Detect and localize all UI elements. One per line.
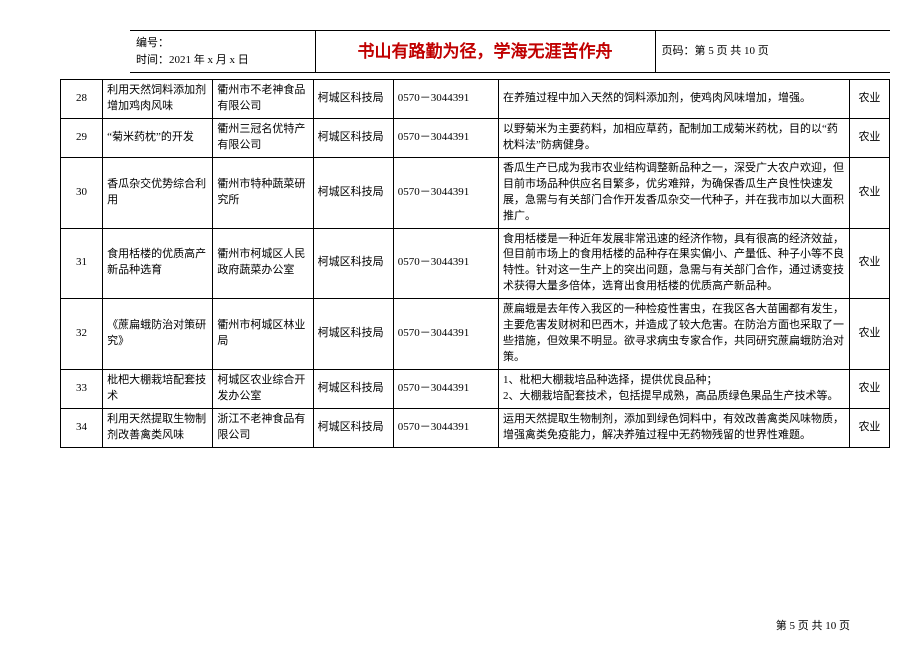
cell-title: 利用天然提取生物制剂改善禽类风味: [103, 408, 213, 447]
cell-org: 衢州市特种蔬菜研究所: [213, 157, 313, 228]
cell-org: 柯城区农业综合开发办公室: [213, 370, 313, 409]
table-row: 29“菊米药枕”的开发衢州三冠名优特产有限公司柯城区科技局0570－304439…: [61, 118, 890, 157]
motto-text: 书山有路勤为径，学海无涯苦作舟: [358, 42, 613, 61]
cell-desc: 蔗扁蛾是去年传入我区的一种检疫性害虫，在我区各大苗圃都有发生，主要危害发财树和巴…: [499, 299, 850, 370]
cell-category: 农业: [849, 370, 889, 409]
cell-tel: 0570－3044391: [393, 370, 498, 409]
cell-category: 农业: [849, 408, 889, 447]
cell-index: 31: [61, 228, 103, 299]
cell-desc: 运用天然提取生物制剂，添加到绿色饲料中，有效改善禽类风味物质，增强禽类免疫能力，…: [499, 408, 850, 447]
cell-org: 衢州市不老神食品有限公司: [213, 80, 313, 119]
cell-title: 利用天然饲料添加剂增加鸡肉风味: [103, 80, 213, 119]
cell-category: 农业: [849, 157, 889, 228]
cell-org: 衢州三冠名优特产有限公司: [213, 118, 313, 157]
cell-category: 农业: [849, 228, 889, 299]
table-row: 33枇杷大棚栽培配套技术柯城区农业综合开发办公室柯城区科技局0570－30443…: [61, 370, 890, 409]
cell-category: 农业: [849, 80, 889, 119]
cell-category: 农业: [849, 299, 889, 370]
cell-title: 枇杷大棚栽培配套技术: [103, 370, 213, 409]
table-row: 32《蔗扁蛾防治对策研究》衢州市柯城区林业局柯城区科技局0570－3044391…: [61, 299, 890, 370]
page-label: 页码：: [662, 45, 695, 57]
cell-tel: 0570－3044391: [393, 228, 498, 299]
cell-tel: 0570－3044391: [393, 299, 498, 370]
cell-bureau: 柯城区科技局: [313, 299, 393, 370]
content-table: 28利用天然饲料添加剂增加鸡肉风味衢州市不老神食品有限公司柯城区科技局0570－…: [60, 79, 890, 448]
cell-tel: 0570－3044391: [393, 80, 498, 119]
cell-desc: 在养殖过程中加入天然的饲料添加剂，使鸡肉风味增加，增强。: [499, 80, 850, 119]
cell-org: 衢州市柯城区林业局: [213, 299, 313, 370]
cell-tel: 0570－3044391: [393, 408, 498, 447]
time-label: 时间：: [136, 54, 169, 66]
cell-desc: 香瓜生产已成为我市农业结构调整新品种之一，深受广大农户欢迎，但目前市场品种供应名…: [499, 157, 850, 228]
cell-index: 33: [61, 370, 103, 409]
header-middle: 书山有路勤为径，学海无涯苦作舟: [315, 31, 655, 73]
cell-tel: 0570－3044391: [393, 118, 498, 157]
time-value: 2021 年 x 月 x 日: [169, 54, 249, 66]
table-row: 28利用天然饲料添加剂增加鸡肉风味衢州市不老神食品有限公司柯城区科技局0570－…: [61, 80, 890, 119]
cell-desc: 食用栝楼是一种近年发展非常迅速的经济作物，具有很高的经济效益，但目前市场上的食用…: [499, 228, 850, 299]
cell-index: 32: [61, 299, 103, 370]
cell-desc: 1、枇杷大棚栽培品种选择，提供优良品种；2、大棚栽培配套技术，包括提早成熟，高品…: [499, 370, 850, 409]
cell-bureau: 柯城区科技局: [313, 80, 393, 119]
cell-title: 香瓜杂交优势综合利用: [103, 157, 213, 228]
table-row: 34利用天然提取生物制剂改善禽类风味浙江不老神食品有限公司柯城区科技局0570－…: [61, 408, 890, 447]
footer-text: 第 5 页 共 10 页: [776, 620, 850, 632]
cell-bureau: 柯城区科技局: [313, 408, 393, 447]
cell-desc: 以野菊米为主要药料，加相应草药，配制加工成菊米药枕，目的以“药枕料法”防病健身。: [499, 118, 850, 157]
cell-bureau: 柯城区科技局: [313, 228, 393, 299]
cell-tel: 0570－3044391: [393, 157, 498, 228]
page-footer: 第 5 页 共 10 页: [776, 617, 850, 633]
cell-bureau: 柯城区科技局: [313, 370, 393, 409]
cell-bureau: 柯城区科技局: [313, 118, 393, 157]
cell-bureau: 柯城区科技局: [313, 157, 393, 228]
cell-index: 34: [61, 408, 103, 447]
page-value: 第 5 页 共 10 页: [695, 45, 769, 57]
header-right: 页码：第 5 页 共 10 页: [655, 31, 890, 73]
page-wrap: 编号： 时间：2021 年 x 月 x 日 书山有路勤为径，学海无涯苦作舟 页码…: [0, 0, 920, 448]
cell-title: 《蔗扁蛾防治对策研究》: [103, 299, 213, 370]
cell-index: 30: [61, 157, 103, 228]
cell-category: 农业: [849, 118, 889, 157]
cell-org: 浙江不老神食品有限公司: [213, 408, 313, 447]
page-header: 编号： 时间：2021 年 x 月 x 日 书山有路勤为径，学海无涯苦作舟 页码…: [130, 30, 890, 73]
serial-label: 编号：: [136, 37, 169, 49]
cell-index: 28: [61, 80, 103, 119]
header-left: 编号： 时间：2021 年 x 月 x 日: [130, 31, 315, 73]
cell-title: “菊米药枕”的开发: [103, 118, 213, 157]
cell-org: 衢州市柯城区人民政府蔬菜办公室: [213, 228, 313, 299]
table-row: 31食用栝楼的优质高产新品种选育衢州市柯城区人民政府蔬菜办公室柯城区科技局057…: [61, 228, 890, 299]
cell-title: 食用栝楼的优质高产新品种选育: [103, 228, 213, 299]
cell-index: 29: [61, 118, 103, 157]
table-row: 30香瓜杂交优势综合利用衢州市特种蔬菜研究所柯城区科技局0570－3044391…: [61, 157, 890, 228]
